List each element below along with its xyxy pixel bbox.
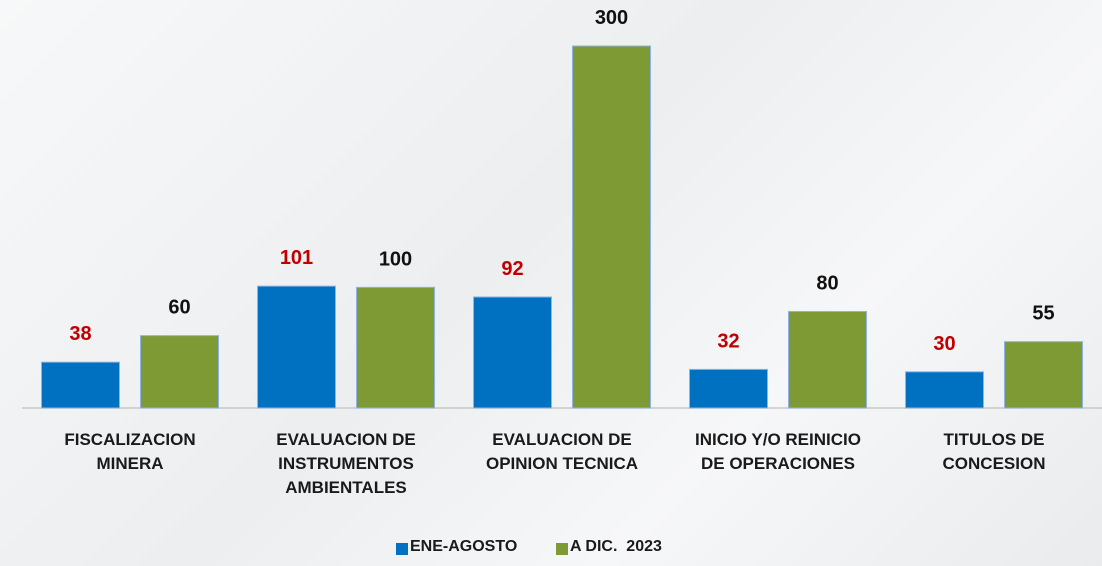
x-tick-label: EVALUACION DE OPINION TECNICA — [485, 430, 639, 473]
data-label: 32 — [717, 330, 739, 352]
x-tick-label: EVALUACION DE INSTRUMENTOS AMBIENTALES — [276, 430, 416, 497]
bar — [1004, 341, 1083, 409]
data-label: 38 — [69, 323, 91, 345]
data-label: 30 — [933, 333, 955, 355]
data-label: 101 — [280, 247, 313, 269]
bar — [689, 368, 768, 409]
data-label: 55 — [1032, 303, 1054, 325]
legend-label: ENE-AGOSTO — [410, 538, 518, 555]
bar — [257, 285, 336, 409]
data-label: 92 — [501, 258, 523, 280]
legend-swatch — [396, 543, 408, 555]
bar — [905, 371, 984, 409]
x-tick-label: INICIO Y/O REINICIO DE OPERACIONES — [695, 430, 861, 473]
data-label: 100 — [379, 248, 412, 270]
bar — [356, 286, 435, 409]
legend-label: A DIC. 2023 — [570, 538, 662, 555]
bar — [140, 335, 219, 409]
legend-swatch — [556, 543, 568, 555]
bar — [41, 361, 120, 409]
data-label: 300 — [595, 7, 628, 29]
data-label: 60 — [168, 297, 190, 319]
bar — [473, 296, 552, 409]
x-tick-label: TITULOS DE CONCESION — [942, 430, 1046, 473]
bar — [572, 45, 651, 409]
data-label: 80 — [816, 272, 838, 294]
bar — [788, 310, 867, 409]
x-tick-label: FISCALIZACION MINERA — [64, 430, 196, 473]
